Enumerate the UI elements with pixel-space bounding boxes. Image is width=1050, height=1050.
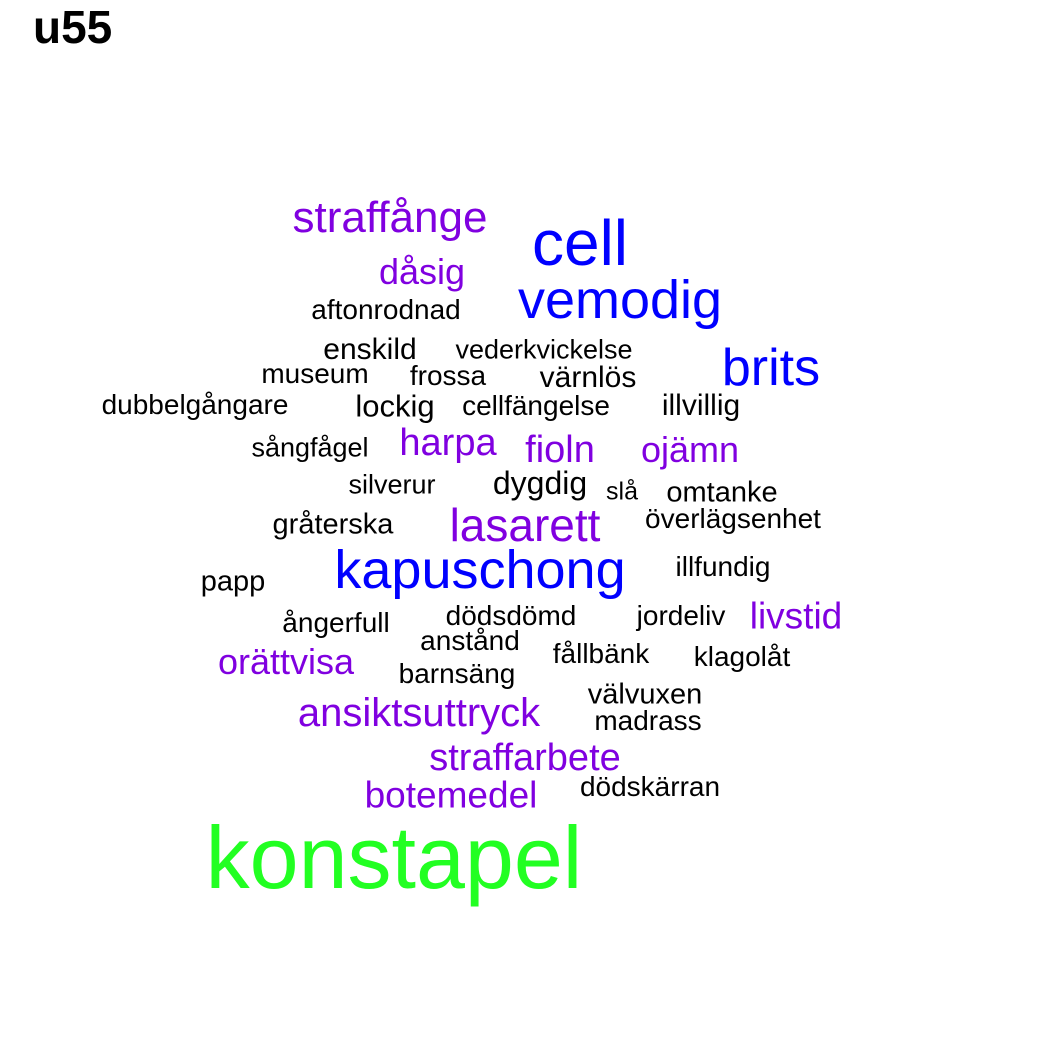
word-dåsig: dåsig — [378, 251, 466, 292]
word-dödsdömd: dödsdömd — [445, 600, 577, 631]
word-vederkvickelse: vederkvickelse — [455, 334, 633, 365]
word-klagolåt: klagolåt — [693, 641, 791, 672]
word-livstid: livstid — [749, 595, 843, 637]
word-frossa: frossa — [409, 360, 487, 391]
word-barnsäng: barnsäng — [398, 658, 516, 689]
word-illfundig: illfundig — [675, 551, 771, 582]
word-jordeliv: jordeliv — [636, 600, 726, 631]
word-straffarbete: straffarbete — [429, 737, 621, 779]
word-ansiktsuttryck: ansiktsuttryck — [297, 691, 541, 735]
word-dödskärran: dödskärran — [579, 771, 721, 802]
word-vemodig: vemodig — [517, 270, 723, 330]
word-orättvisa: orättvisa — [217, 641, 355, 682]
word-fioln: fioln — [525, 429, 595, 471]
word-anstånd: anstånd — [420, 625, 520, 656]
word-brits: brits — [721, 339, 821, 397]
word-gråterska: gråterska — [272, 508, 394, 541]
word-fållbänk: fållbänk — [552, 638, 650, 669]
word-madrass: madrass — [594, 705, 702, 736]
word-slå: slå — [606, 477, 638, 506]
word-överlägsenhet: överlägsenhet — [645, 503, 821, 534]
word-omtanke: omtanke — [666, 476, 778, 509]
word-cellfängelse: cellfängelse — [462, 390, 610, 421]
word-konstapel: konstapel — [205, 808, 583, 907]
page-title: u55 — [33, 1, 113, 53]
word-sångfågel: sångfågel — [251, 432, 369, 463]
word-dubbelgångare: dubbelgångare — [101, 389, 289, 420]
word-ångerfull: ångerfull — [282, 607, 390, 638]
word-enskild: enskild — [323, 333, 417, 366]
word-straffånge: straffånge — [292, 193, 488, 242]
word-cell: cell — [531, 207, 629, 279]
word-dygdig: dygdig — [492, 465, 588, 501]
word-aftonrodnad: aftonrodnad — [311, 294, 461, 325]
word-museum: museum — [261, 358, 369, 389]
word-välvuxen: välvuxen — [587, 678, 703, 711]
word-ojämn: ojämn — [640, 429, 740, 470]
word-papp: papp — [200, 565, 266, 598]
word-kapuschong: kapuschong — [334, 540, 626, 600]
word-illvillig: illvillig — [661, 389, 741, 422]
word-lasarett: lasarett — [449, 499, 601, 551]
word-harpa: harpa — [399, 422, 497, 464]
word-lockig: lockig — [355, 388, 435, 424]
word-botemedel: botemedel — [364, 774, 538, 816]
word-värnlös: värnlös — [539, 361, 637, 394]
word-silverur: silverur — [348, 469, 436, 500]
